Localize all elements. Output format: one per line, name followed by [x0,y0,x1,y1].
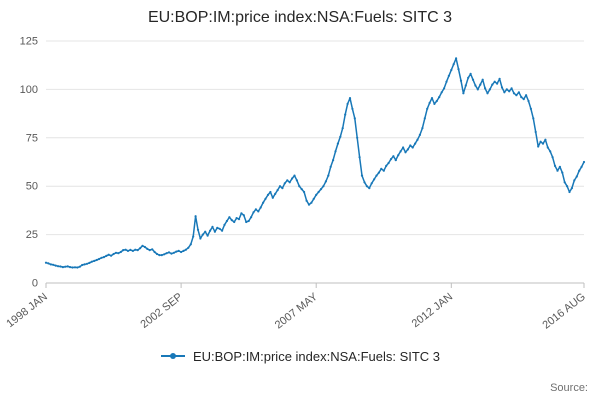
svg-text:0: 0 [32,278,38,290]
svg-text:2016 AUG: 2016 AUG [540,291,587,332]
chart-title: EU:BOP:IM:price index:NSA:Fuels: SITC 3 [147,9,453,26]
chart-legend: EU:BOP:IM:price index:NSA:Fuels: SITC 3 [0,347,600,365]
svg-text:25: 25 [26,229,38,241]
source-label: Source: [550,382,588,394]
line-chart: 0 25 50 75 100 125 1998 JAN 2002 SEP 2007 MAY 201… [4,36,587,332]
svg-text:2012 JAN: 2012 JAN [410,291,455,330]
legend-line-marker-icon [160,353,185,359]
svg-text:1998 JAN: 1998 JAN [4,291,49,330]
svg-text:125: 125 [20,36,38,48]
svg-text:2007 MAY: 2007 MAY [273,291,321,332]
svg-text:2002 SEP: 2002 SEP [139,291,185,331]
svg-text:75: 75 [26,132,38,144]
svg-text:50: 50 [26,181,38,193]
legend-label: EU:BOP:IM:price index:NSA:Fuels: SITC 3 [192,348,441,364]
svg-text:100: 100 [20,84,38,96]
